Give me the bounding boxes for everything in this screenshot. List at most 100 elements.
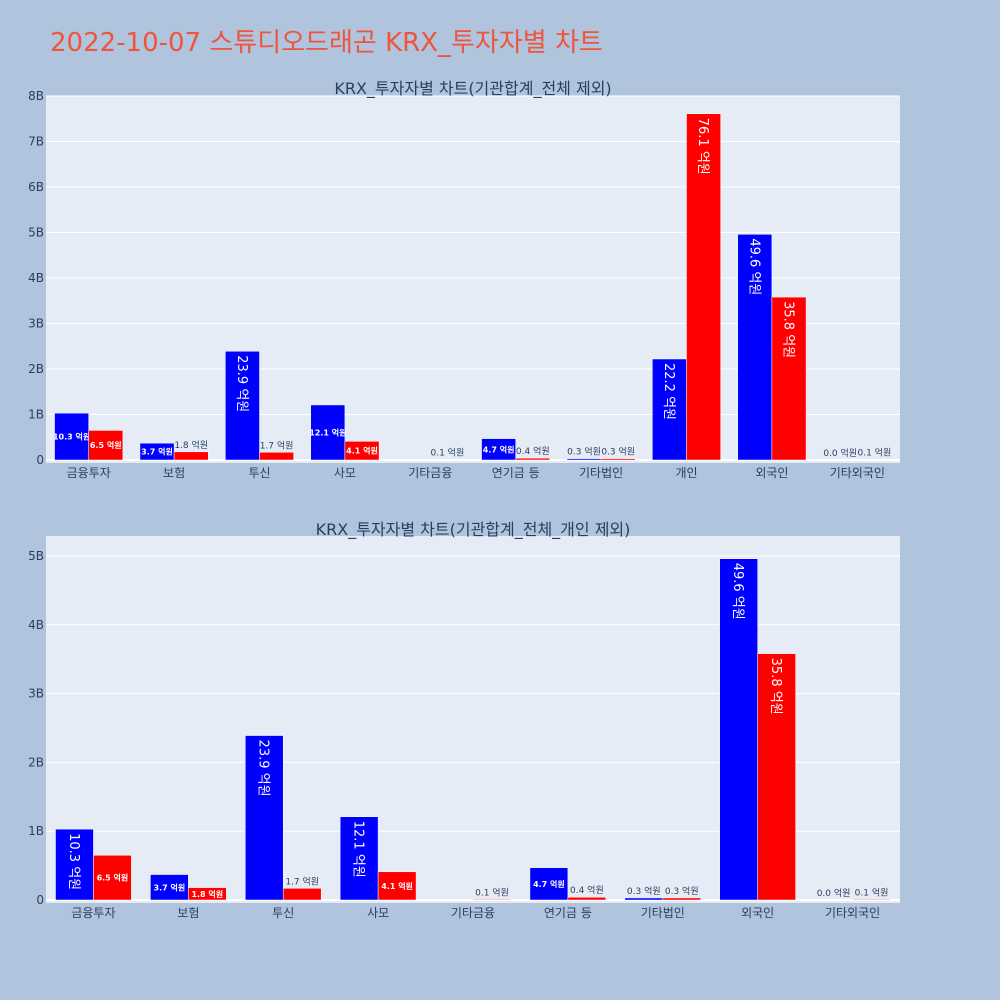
bar xyxy=(282,888,322,901)
y-tick-label: 7B xyxy=(28,135,44,149)
x-tick-label: 기타법인 xyxy=(579,466,623,480)
data-label: 0.1 억원 xyxy=(858,447,892,459)
y-tick-label: 6B xyxy=(28,180,44,194)
x-tick-label: 연기금 등 xyxy=(492,466,540,480)
x-tick-label: 보험 xyxy=(177,906,199,920)
x-tick-label: 투신 xyxy=(248,466,270,480)
x-tick-label: 개인 xyxy=(675,466,697,480)
x-tick-label: 사모 xyxy=(334,466,356,480)
bar xyxy=(662,897,701,901)
bar xyxy=(600,458,636,461)
data-label: 0.4 억원 xyxy=(516,445,550,457)
chart-title: KRX_투자자별 차트(기관합계_전체_개인 제외) xyxy=(316,520,631,540)
data-label: 10.3 억원 xyxy=(53,432,90,442)
data-label: 0.0 억원 xyxy=(823,447,857,459)
x-tick-label: 연기금 등 xyxy=(544,906,592,920)
bar xyxy=(472,899,512,901)
x-tick-label: 외국인 xyxy=(741,906,774,920)
data-label: 0.1 억원 xyxy=(855,886,889,898)
bar xyxy=(188,887,227,901)
data-label: 1.7 억원 xyxy=(260,439,294,451)
data-label: 0.1 억원 xyxy=(475,886,509,898)
bar xyxy=(55,828,94,901)
bar xyxy=(757,653,796,901)
data-label: 3.7 억원 xyxy=(154,882,186,892)
data-label: 35.8 억원 xyxy=(768,658,783,715)
bar xyxy=(529,867,569,901)
x-tick-label: 기타금융 xyxy=(408,466,452,480)
data-label: 23.9 억원 xyxy=(256,740,271,797)
data-label: 22.2 억원 xyxy=(661,363,676,420)
bar xyxy=(225,351,260,461)
y-tick-label: 2B xyxy=(28,362,44,376)
bar xyxy=(54,412,89,461)
y-tick-label: 4B xyxy=(28,271,44,285)
data-label: 0.3 억원 xyxy=(665,885,699,897)
data-label: 49.6 억원 xyxy=(730,563,745,620)
y-tick-label: 4B xyxy=(28,618,44,632)
x-tick-label: 투신 xyxy=(272,906,294,920)
x-tick-label: 기타외국인 xyxy=(825,906,880,920)
y-tick-label: 8B xyxy=(28,89,44,103)
data-label: 1.8 억원 xyxy=(174,439,208,451)
x-tick-label: 기타금융 xyxy=(451,906,495,920)
bar xyxy=(719,558,758,901)
bar xyxy=(339,816,379,901)
data-label: 23.9 억원 xyxy=(234,355,249,412)
bar xyxy=(481,438,516,461)
x-tick-label: 기타외국인 xyxy=(830,466,885,480)
data-label: 10.3 억원 xyxy=(66,833,81,890)
y-tick-label: 0 xyxy=(36,893,44,907)
data-label: 35.8 억원 xyxy=(780,301,795,358)
x-tick-label: 금융투자 xyxy=(71,906,115,920)
bar xyxy=(737,234,773,461)
data-label: 0.3 억원 xyxy=(601,446,635,458)
data-label: 6.5 억원 xyxy=(97,873,129,883)
bar xyxy=(852,899,891,901)
bar xyxy=(245,735,284,901)
bar xyxy=(567,896,607,901)
data-label: 12.1 억원 xyxy=(309,427,346,437)
x-tick-label: 기타법인 xyxy=(641,906,685,920)
x-tick-label: 외국인 xyxy=(755,466,788,480)
data-label: 1.8 억원 xyxy=(191,889,223,899)
y-tick-label: 3B xyxy=(28,687,44,701)
bar xyxy=(771,296,807,461)
y-tick-label: 3B xyxy=(28,317,44,331)
x-tick-label: 금융투자 xyxy=(67,466,111,480)
data-label: 12.1 억원 xyxy=(351,821,366,878)
page-title: 2022-10-07 스튜디오드래곤 KRX_투자자별 차트 xyxy=(50,28,603,58)
bar xyxy=(310,404,346,461)
bar xyxy=(259,452,294,461)
y-tick-label: 1B xyxy=(28,408,44,422)
bar xyxy=(93,855,132,901)
bar xyxy=(686,113,721,461)
data-label: 6.5 억원 xyxy=(90,440,122,450)
y-tick-label: 2B xyxy=(28,755,44,769)
x-tick-label: 사모 xyxy=(367,906,389,920)
chart-title: KRX_투자자별 차트(기관합계_전체 제외) xyxy=(334,79,611,99)
data-label: 0.1 억원 xyxy=(431,447,465,459)
bar xyxy=(515,457,551,461)
bar xyxy=(624,897,664,901)
bar xyxy=(344,441,380,461)
bar xyxy=(377,871,417,901)
x-tick-label: 보험 xyxy=(163,466,185,480)
bar xyxy=(173,451,209,461)
y-tick-label: 5B xyxy=(28,226,44,240)
chart-2: 0 1B 2B 3B 4B 5B KRX_투자자별 차트(기관합계_전체_개인 제외) 금융투… xyxy=(28,520,900,920)
data-label: 4.7 억원 xyxy=(533,879,565,889)
data-label: 0.3 억원 xyxy=(567,446,601,458)
data-label: 4.7 억원 xyxy=(483,444,515,454)
bar xyxy=(150,874,189,901)
bar xyxy=(88,430,124,461)
bar xyxy=(566,458,602,461)
data-label: 1.7 억원 xyxy=(285,875,319,887)
data-label: 0.4 억원 xyxy=(570,884,604,896)
data-label: 4.1 억원 xyxy=(346,446,378,456)
chart-1: 0 1B 2B 3B 4B 5B 6B 7B 8B KRX_투자자별 차트(기관합계_전체 제외)… xyxy=(28,79,900,480)
data-label: 49.6 억원 xyxy=(746,238,761,295)
data-label: 3.7 억원 xyxy=(141,447,173,457)
y-tick-label: 0 xyxy=(36,453,44,467)
